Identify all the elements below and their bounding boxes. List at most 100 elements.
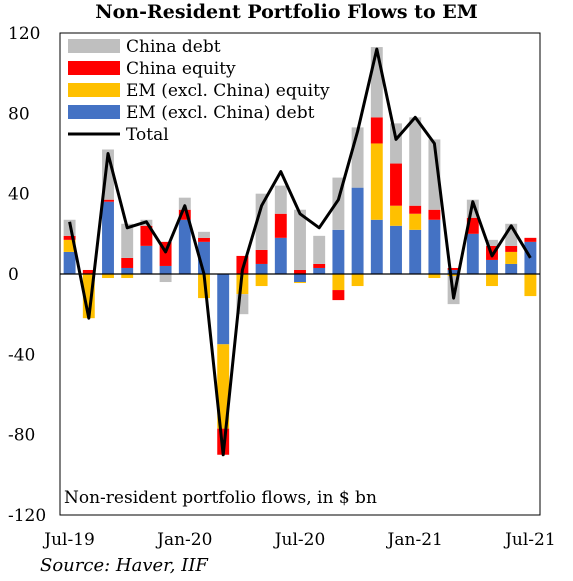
bar-segment <box>294 269 306 274</box>
bar-segment <box>428 219 441 274</box>
bar-segment <box>255 249 268 264</box>
bar-segment <box>255 274 268 287</box>
bar-segment <box>351 187 364 274</box>
bar-segment <box>294 209 306 270</box>
bar-segment <box>236 294 249 315</box>
bar-segment <box>255 263 268 274</box>
x-tick-label: Jul-21 <box>503 530 556 550</box>
y-tick-label: 0 <box>8 265 19 285</box>
legend-swatch <box>68 83 120 97</box>
bar-segment <box>82 274 95 319</box>
legend-swatch <box>68 39 120 53</box>
bar-segment <box>486 274 498 287</box>
bar-segment <box>102 199 114 202</box>
bar-segment <box>370 47 383 118</box>
bar-segment <box>294 282 306 284</box>
bar-segment <box>370 143 383 220</box>
bar-segment <box>140 225 153 246</box>
y-tick-label: 80 <box>8 104 30 124</box>
total-line <box>68 47 532 457</box>
bar-segment <box>390 123 402 164</box>
x-tick-label: Jan-21 <box>386 530 443 550</box>
bar-segment <box>159 265 172 274</box>
bar-segment <box>409 117 422 206</box>
bar-segment <box>428 274 441 279</box>
bar-segment <box>409 213 422 230</box>
bar-segment <box>332 177 345 230</box>
bar-segment <box>274 237 287 274</box>
bar-segment <box>466 217 479 234</box>
bar-segment <box>428 139 441 210</box>
bar-segment <box>524 237 537 242</box>
y-tick-label: -80 <box>8 426 35 446</box>
legend-label: China equity <box>126 59 236 79</box>
bar-segment <box>351 274 364 287</box>
bar-segment <box>390 205 402 226</box>
y-tick-label: -120 <box>8 506 46 526</box>
bar-segment <box>370 117 383 144</box>
bar-segment <box>217 344 230 429</box>
legend-label: EM (excl. China) equity <box>126 81 330 101</box>
y-tick-label: -40 <box>8 345 35 365</box>
bar-segment <box>390 163 402 206</box>
bar-segment <box>198 231 210 238</box>
bar-segment <box>63 239 76 252</box>
legend-label: Total <box>126 125 169 145</box>
legend-swatch <box>68 61 120 75</box>
bar-segment <box>447 267 460 270</box>
source-note: Source: Haver, IIF <box>40 555 208 576</box>
bar-segment <box>505 263 518 274</box>
bar-segment <box>332 274 345 291</box>
bar-segment <box>178 197 191 210</box>
y-tick-label: 40 <box>8 185 30 205</box>
bar-segment <box>313 263 326 268</box>
bar-segment <box>102 201 114 274</box>
bar-segment <box>121 267 134 274</box>
bar-segment <box>178 209 191 220</box>
bar-segment <box>63 251 76 274</box>
bar-segment <box>198 241 210 274</box>
bar-segment <box>505 223 518 246</box>
bar-segment <box>121 274 134 279</box>
bar-segment <box>524 274 537 297</box>
bar-segment <box>178 219 191 274</box>
bar-segment <box>332 290 345 301</box>
bar-segment <box>159 241 172 266</box>
bar-segment <box>390 225 402 274</box>
bar-segment <box>294 274 306 283</box>
bar-segment <box>140 245 153 274</box>
bar-segment <box>121 257 134 268</box>
chart-title: Non-Resident Portfolio Flows to EM <box>95 1 478 23</box>
bar-segment <box>274 213 287 238</box>
bar-segment <box>102 149 114 200</box>
x-tick-label: Jan-20 <box>155 530 212 550</box>
bar-segment <box>524 241 537 274</box>
bar-segment <box>409 205 422 214</box>
bar-segment <box>370 219 383 274</box>
bar-segment <box>102 274 114 279</box>
bar-segment <box>255 193 268 250</box>
bar-segment <box>447 269 460 274</box>
bar-segment <box>428 209 441 220</box>
bar-segment <box>466 233 479 274</box>
bar-segment <box>486 239 498 246</box>
bar-segment <box>505 245 518 252</box>
bar-segment <box>274 185 287 214</box>
legend-swatch <box>68 105 120 119</box>
bar-segment <box>409 229 422 274</box>
x-tick-label: Jul-19 <box>42 530 95 550</box>
bar-segment <box>505 251 518 264</box>
bar-segment <box>486 259 498 274</box>
legend-label: China debt <box>126 37 221 57</box>
legend-label: EM (excl. China) debt <box>126 103 315 123</box>
bar-segment <box>63 235 76 240</box>
chart-annotation: Non-resident portfolio flows, in $ bn <box>64 488 377 508</box>
bar-segment <box>121 223 134 258</box>
bar-segment <box>198 237 210 242</box>
bar-segment <box>82 269 95 274</box>
y-tick-label: 120 <box>8 24 40 44</box>
bar-segment <box>313 235 326 264</box>
x-tick-label: Jul-20 <box>273 530 326 550</box>
bar-segment <box>313 267 326 274</box>
